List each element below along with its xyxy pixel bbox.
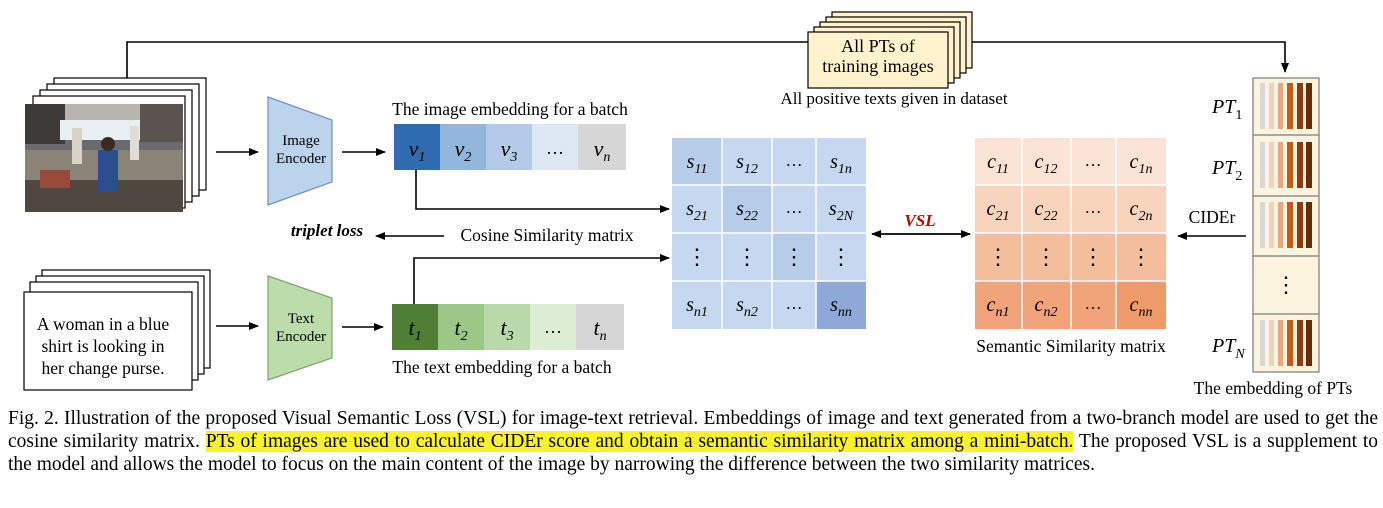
pt-embedding-column: ⋮ [1252,77,1320,373]
image-encoder-line1: Image [282,133,320,149]
image-encoder-line2: Encoder [276,151,326,167]
pts-box-line1: All PTs of [841,36,915,56]
pts-caption: All positive texts given in dataset [780,89,1007,108]
svg-text:⋮: ⋮ [987,244,1009,269]
cosine-matrix-label: Cosine Similarity matrix [460,225,633,245]
semantic-similarity-matrix: c11 c12 … c1n c21 c22 … c2n ⋮ ⋮ ⋮ ⋮ cn1 … [975,138,1166,329]
svg-text:…: … [1085,198,1102,217]
all-pts-stack: All PTs of training images [807,11,973,89]
figure-caption: Fig. 2. Illustration of the proposed Vis… [8,407,1378,476]
svg-text:⋮: ⋮ [1035,244,1057,269]
pt-bar-group [1260,142,1312,188]
pt-label-n: PTN [1211,335,1245,362]
caption-highlight: PTs of images are used to calculate CIDE… [205,431,1074,452]
pt-bar-group [1260,320,1312,366]
svg-text:…: … [786,198,803,217]
pt-bar-group [1260,202,1312,248]
svg-text:…: … [1085,151,1102,170]
svg-text:⋮: ⋮ [830,244,852,269]
svg-text:⋮: ⋮ [1275,272,1297,297]
svg-text:…: … [786,151,803,170]
cosine-similarity-matrix: s11 s12 … s1n s21 s22 … s2N ⋮ ⋮ ⋮ ⋮ sn1 … [672,138,866,329]
svg-text:⋮: ⋮ [686,244,708,269]
svg-text:…: … [786,294,803,313]
top-connector-arrow [126,41,1289,78]
vsl-label: VSL [904,211,935,230]
pts-box-line2: training images [822,56,933,76]
triplet-loss-label: triplet loss [291,221,364,240]
image-embedding: v1 v2 v3 … vn [394,124,626,170]
caption-line1: A woman in a blue [37,314,169,334]
image-stack [25,77,207,212]
street-photo [25,104,183,212]
text-embedding-label: The text embedding for a batch [392,357,611,377]
arrow-text-to-cosine [413,254,670,304]
semantic-matrix-label: Semantic Similarity matrix [976,336,1166,356]
pt-bar-group [1260,83,1312,129]
caption-line3: her change purse. [42,358,165,378]
text-embedding: t1 t2 t3 … tn [392,304,624,350]
image-embedding-label: The image embedding for a batch [392,99,628,119]
text-encoder [267,275,333,381]
svg-text:…: … [1085,294,1102,313]
vsl-figure: All PTs of training images All positive … [23,11,1353,398]
svg-text:⋮: ⋮ [736,244,758,269]
svg-text:⋮: ⋮ [1082,244,1104,269]
text-embedding-cell: … [544,317,562,337]
text-encoder-line2: Encoder [276,329,326,345]
image-embedding-cell: … [546,138,564,158]
pt-embedding-label: The embedding of PTs [1194,378,1353,398]
pt-label-1: PT1 [1211,96,1242,123]
cider-label: CIDEr [1189,207,1236,227]
svg-text:⋮: ⋮ [1130,244,1152,269]
svg-text:⋮: ⋮ [783,244,805,269]
image-encoder [267,96,333,206]
caption-prefix: Fig. 2. Illustration of the proposed Vis… [8,408,1378,452]
caption-line2: shirt is looking in [42,336,165,356]
text-stack: A woman in a blue shirt is looking in he… [23,269,211,391]
arrow-image-to-cosine [415,170,670,213]
text-encoder-line1: Text [288,311,315,327]
caption-suffix: The proposed VSL is a supplement to the … [8,431,1378,475]
pt-label-2: PT2 [1211,157,1242,184]
